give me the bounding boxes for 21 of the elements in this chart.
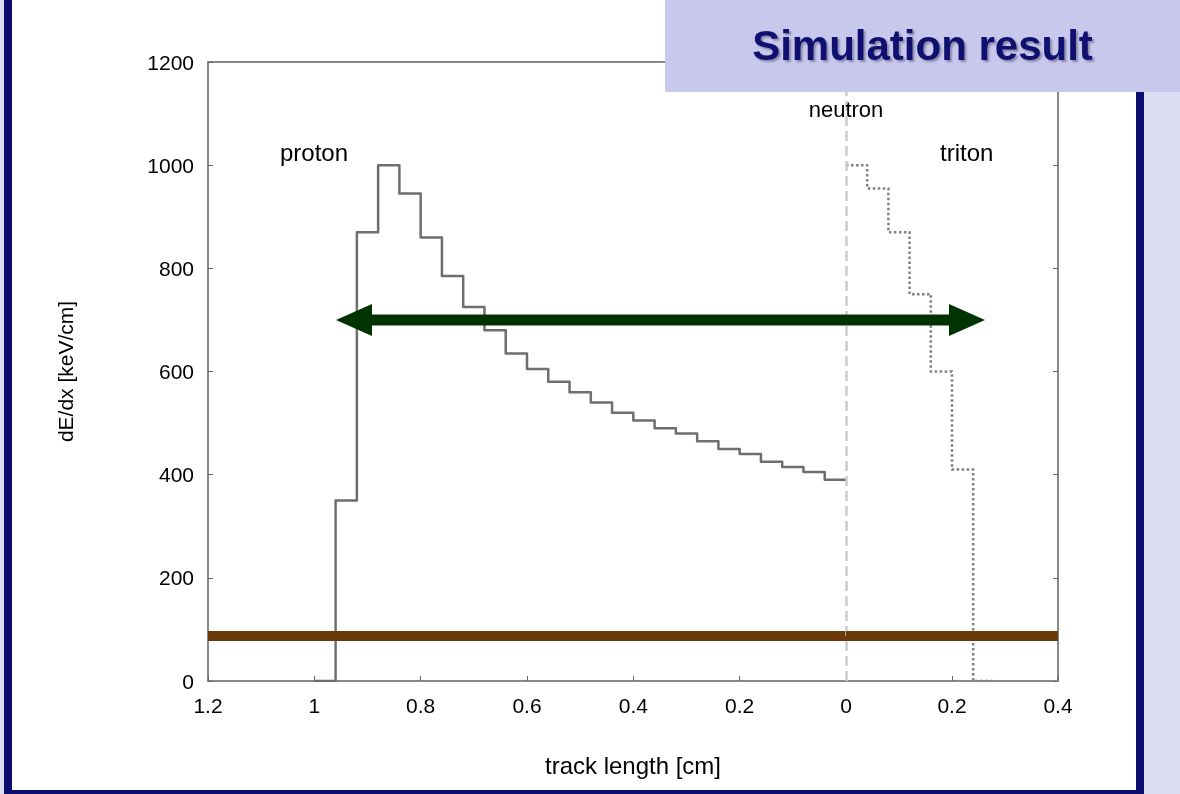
y-tick-label: 200 [158, 566, 194, 590]
y-tick-label: 800 [158, 256, 194, 280]
x-tick-label: 0 [840, 694, 852, 717]
x-tick-label: 0.6 [512, 694, 542, 717]
annotation: proton [280, 138, 349, 166]
x-tick-label: 0.4 [1043, 694, 1073, 717]
y-tick-label: 1000 [147, 153, 194, 177]
y-tick-label: 1200 [147, 50, 194, 74]
x-tick-label: 0.2 [725, 694, 755, 717]
y-tick-label: 600 [158, 360, 194, 383]
x-tick-label: 0.2 [937, 694, 967, 717]
y-tick-label: 0 [182, 669, 194, 693]
x-tick-label: 1 [308, 694, 321, 717]
ref-line-label: neutron [808, 96, 884, 122]
y-tick-label: 400 [158, 463, 194, 487]
x-axis-title: track length [cm] [543, 752, 723, 780]
x-tick-label: 0.8 [406, 694, 436, 717]
y-axis-title: dE/dx [keV/cm] [54, 300, 77, 443]
annotation: triton [940, 138, 994, 166]
x-tick-label: 0.4 [618, 694, 649, 717]
x-tick-label: 1.2 [193, 694, 223, 717]
